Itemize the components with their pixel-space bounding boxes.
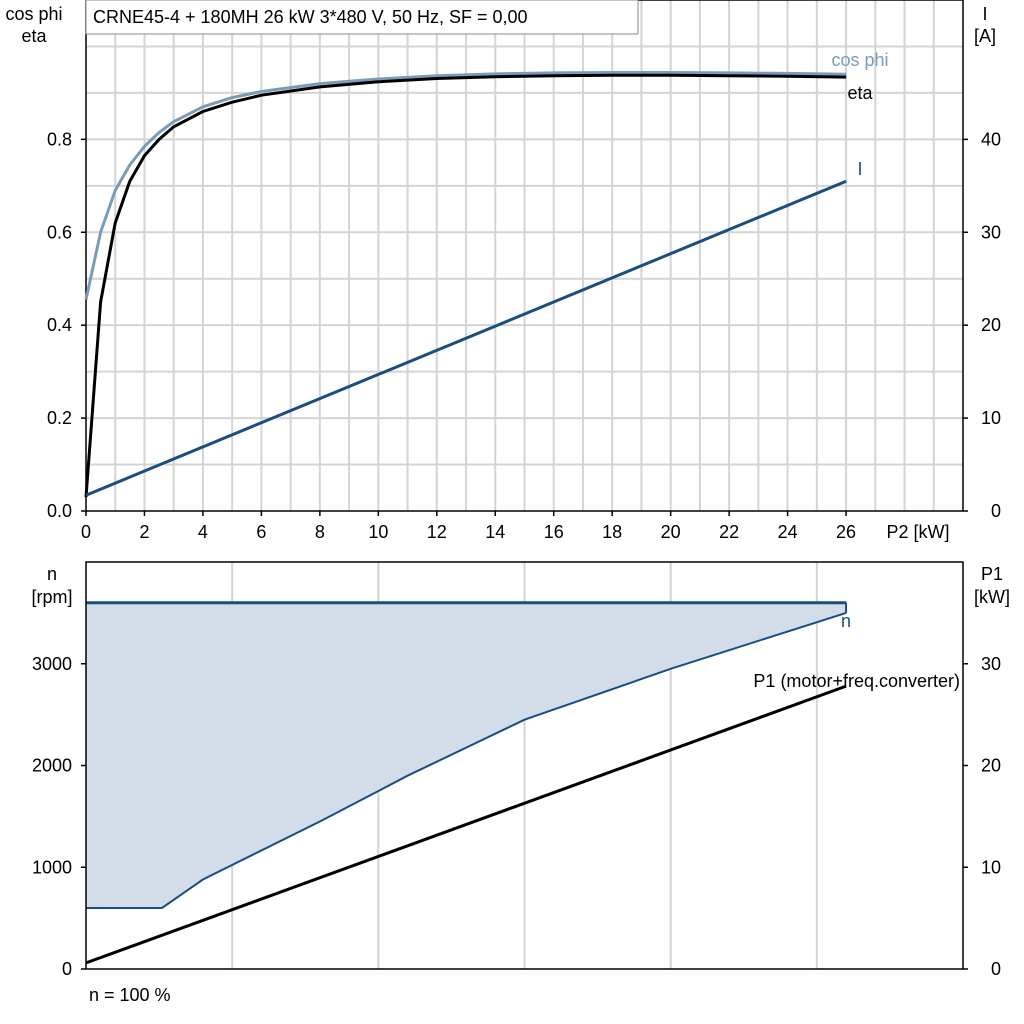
top-series-group [84, 71, 847, 498]
bottom-series-group [85, 601, 848, 965]
top-x-tick-label: 14 [485, 522, 505, 542]
top-left-ylabel-eta: eta [21, 26, 47, 46]
top-right-ylabel-i: I [982, 4, 987, 24]
bottom-left-ylabel-n: n [47, 564, 57, 584]
top-x-tick-label: 2 [139, 522, 149, 542]
title-box [85, 0, 639, 35]
bottom-right-tick-label: 10 [981, 857, 1001, 877]
top-left-tick-label: 0.4 [47, 315, 72, 335]
top-x-tick-label: 18 [602, 522, 622, 542]
bottom-left-tick-label: 3000 [32, 654, 72, 674]
top-left-tick-label: 0.2 [47, 408, 72, 428]
p1-line [85, 684, 847, 965]
top-x-tick-label: 6 [256, 522, 266, 542]
bottom-right-ylabel-p1: P1 [981, 564, 1003, 584]
series-label-eta: eta [847, 83, 873, 103]
top-right-ylabel-unit: [A] [974, 26, 996, 46]
top-left-tick-label: 0.6 [47, 222, 72, 242]
top-left-tick-label: 0.8 [47, 129, 72, 149]
top-x-tick-label: 24 [778, 522, 798, 542]
bottom-left-tick-label: 1000 [32, 857, 72, 877]
cosphi-line [84, 71, 847, 300]
top-x-tick-label: 4 [198, 522, 208, 542]
top-gridlines [86, 0, 963, 511]
top-right-tick-label: 20 [981, 315, 1001, 335]
top-right-tick-label: 40 [981, 129, 1001, 149]
top-x-tick-label: 16 [544, 522, 564, 542]
top-x-tick-label: 26 [836, 522, 856, 542]
bottom-left-ylabel-unit: [rpm] [31, 587, 72, 607]
top-right-tick-label: 30 [981, 222, 1001, 242]
bottom-left-tick-label: 0 [62, 959, 72, 979]
top-right-tick-label: 10 [981, 408, 1001, 428]
series-label-p1: P1 (motor+freq.converter) [753, 671, 960, 691]
top-x-tick-label: 20 [661, 522, 681, 542]
bottom-left-tick-label: 2000 [32, 756, 72, 776]
series-label-cosphi: cos phi [831, 50, 888, 70]
top-x-tick-label: 12 [427, 522, 447, 542]
footnote-speed: n = 100 % [89, 985, 171, 1005]
current-line [85, 179, 847, 497]
bottom-right-ylabel-unit: [kW] [974, 587, 1010, 607]
min-speed-line [86, 611, 847, 909]
series-label-i: I [857, 159, 862, 179]
eta-line [84, 73, 847, 498]
top-plot-frame [85, 0, 964, 512]
bottom-right-tick-label: 20 [981, 756, 1001, 776]
bottom-right-tick-label: 0 [991, 959, 1001, 979]
top-ticks: 0 2 4 6 8 10 12 14 16 18 20 22 24 260.00.20.40.60.801… [47, 129, 1001, 542]
speed-range-area [86, 602, 847, 908]
top-left-ylabel-cosphi: cos phi [5, 4, 62, 24]
top-left-tick-label: 0.0 [47, 501, 72, 521]
bottom-right-tick-label: 30 [981, 654, 1001, 674]
chart-title: CRNE45-4 + 180MH 26 kW 3*480 V, 50 Hz, S… [93, 7, 528, 27]
top-xlabel: P2 [kW] [886, 522, 949, 542]
series-label-n: n [841, 611, 851, 631]
top-x-tick-label: 10 [368, 522, 388, 542]
top-right-tick-label: 0 [991, 501, 1001, 521]
bottom-ticks: 0 1000 2000 3000 0 10 20 30 [32, 654, 1001, 979]
top-x-tick-label: 0 [81, 522, 91, 542]
top-x-tick-label: 22 [719, 522, 739, 542]
top-x-tick-label: 8 [315, 522, 325, 542]
